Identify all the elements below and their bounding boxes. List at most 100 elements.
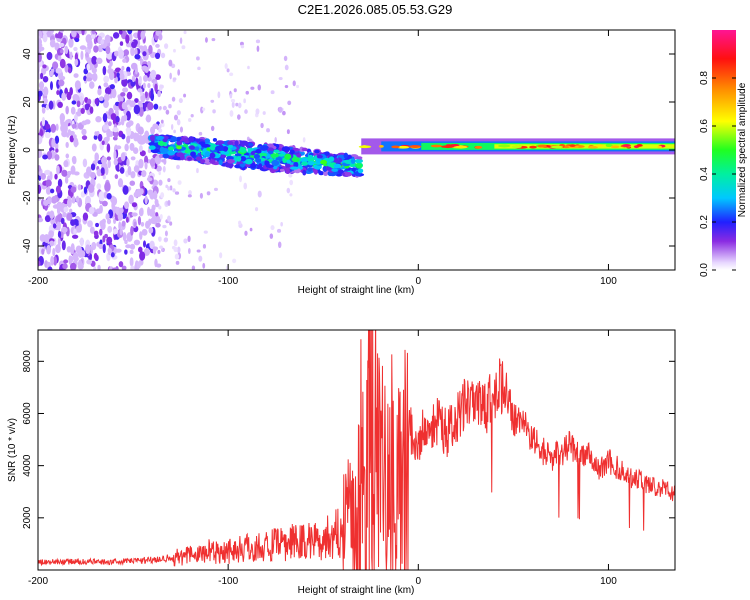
noise-cell <box>129 142 135 151</box>
signal-cell <box>215 145 224 152</box>
noise-cell <box>283 55 288 62</box>
noise-cell <box>198 255 203 262</box>
noise-cell <box>73 73 79 78</box>
noise-cell <box>58 79 65 87</box>
noise-cell <box>104 34 111 44</box>
noise-cell <box>43 234 50 243</box>
noise-cell <box>137 88 143 93</box>
noise-cell <box>205 37 208 43</box>
noise-cell <box>90 163 96 171</box>
signal-cell <box>350 158 356 164</box>
noise-cell <box>229 72 234 77</box>
track-peak <box>537 144 548 148</box>
noise-cell <box>71 123 77 129</box>
noise-cell <box>150 126 155 135</box>
noise-cell <box>202 262 206 269</box>
noise-cell <box>91 66 97 74</box>
signal-cell <box>200 159 206 164</box>
x-tick-label: 100 <box>600 576 617 587</box>
noise-cell <box>286 187 291 194</box>
noise-cell <box>176 119 181 126</box>
noise-cell <box>139 188 144 195</box>
noise-cell <box>97 88 102 96</box>
noise-cell <box>55 244 61 254</box>
noise-cell <box>244 109 248 114</box>
noise-cell <box>130 171 136 179</box>
noise-cell <box>125 244 132 249</box>
noise-cell <box>145 114 152 123</box>
noise-cell <box>115 109 119 115</box>
colorbar-tick-label: 0.6 <box>699 119 710 133</box>
noise-cell <box>127 30 133 35</box>
noise-cell <box>110 252 115 258</box>
noise-cell <box>69 51 73 60</box>
colorbar-label: Normalized spectral amplitude <box>737 82 748 217</box>
colorbar-tick-label: 0.8 <box>699 71 710 85</box>
snr-x-axis-label: Height of straight line (km) <box>298 585 415 596</box>
signal-cell <box>253 153 261 160</box>
noise-cell <box>165 200 169 206</box>
noise-cell <box>144 195 148 205</box>
noise-cell <box>94 152 99 162</box>
noise-cell <box>105 213 110 220</box>
noise-cell <box>49 39 56 48</box>
noise-cell <box>158 128 163 133</box>
noise-cell <box>113 218 117 225</box>
colorbar-tick-label: 0.2 <box>699 215 710 229</box>
noise-cell <box>178 98 183 104</box>
signal-cell <box>301 147 308 152</box>
noise-cell <box>102 123 109 131</box>
noise-cell <box>70 186 77 193</box>
noise-cell <box>171 96 176 102</box>
signal-cell <box>226 156 234 161</box>
y-tick-label: 8000 <box>22 350 33 373</box>
noise-cell <box>85 244 91 255</box>
noise-cell <box>210 99 215 103</box>
noise-cell <box>59 42 65 48</box>
noise-cell <box>107 121 112 127</box>
noise-cell <box>153 103 159 110</box>
noise-cell <box>40 72 44 80</box>
noise-cell <box>63 259 69 264</box>
noise-cell <box>247 65 250 70</box>
noise-cell <box>119 228 123 236</box>
signal-cell <box>201 143 211 148</box>
signal-cell <box>293 161 299 168</box>
signal-cell <box>155 135 165 141</box>
signal-cell <box>240 140 247 146</box>
noise-cell <box>130 62 138 70</box>
noise-cell <box>119 167 125 174</box>
noise-cell <box>104 165 109 176</box>
noise-cell <box>121 133 126 140</box>
noise-cell <box>158 205 162 210</box>
noise-cell <box>102 243 106 254</box>
track-peak <box>430 144 443 148</box>
noise-cell <box>133 191 139 198</box>
noise-cell <box>77 184 82 191</box>
noise-cell <box>74 80 81 90</box>
noise-cell <box>77 259 83 270</box>
signal-cell <box>300 157 308 163</box>
noise-cell <box>122 87 129 93</box>
noise-cell <box>164 237 169 242</box>
noise-cell <box>142 51 147 57</box>
noise-cell <box>129 249 134 254</box>
noise-cell <box>106 218 112 225</box>
noise-cell <box>233 88 237 93</box>
noise-cell <box>91 34 96 40</box>
noise-cell <box>42 97 48 105</box>
noise-cell <box>93 134 98 140</box>
y-tick-label: 2000 <box>22 506 33 529</box>
noise-cell <box>42 64 47 69</box>
noise-cell <box>61 240 66 251</box>
signal-cell <box>228 144 234 149</box>
track-peak <box>511 145 522 149</box>
noise-cell <box>75 195 80 203</box>
noise-cell <box>183 238 188 244</box>
noise-cell <box>229 110 234 117</box>
track-peak <box>396 145 410 149</box>
track-peak <box>529 145 537 149</box>
noise-cell <box>130 156 136 161</box>
noise-cell <box>117 95 124 103</box>
